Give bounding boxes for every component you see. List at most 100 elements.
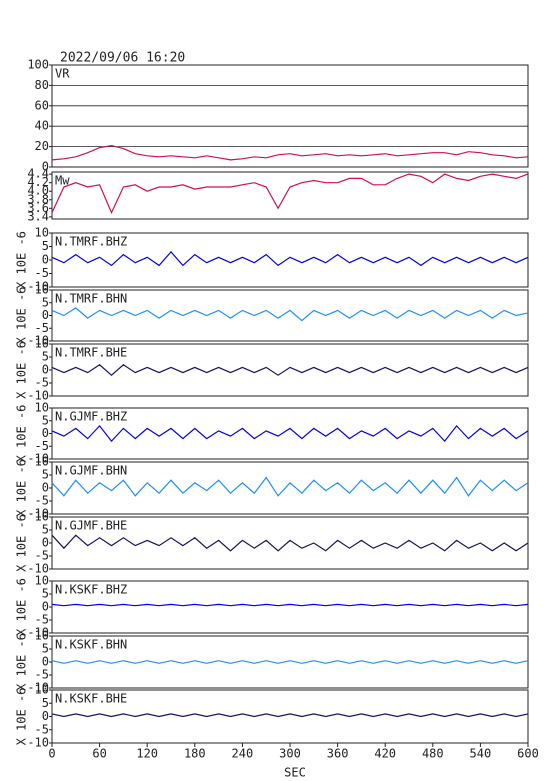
y-tick-label: 0 (42, 709, 49, 723)
x-axis-label: SEC (284, 766, 306, 780)
trace (51, 144, 529, 161)
y-tick-label: 3.8 (27, 192, 49, 206)
y-tick-label: 100 (27, 58, 49, 72)
y-axis-label: X 10E -6 (15, 287, 29, 345)
timestamp: 2022/09/06 16:20 (60, 51, 185, 66)
y-tick-label: -5 (35, 668, 49, 682)
y-tick-label: 5 (42, 239, 49, 253)
trace (51, 713, 529, 718)
y-tick-label: 4.0 (27, 184, 49, 198)
y-tick-label: 0 (42, 363, 49, 377)
x-tick-label: 600 (517, 747, 539, 761)
x-tick-label: 360 (327, 747, 349, 761)
y-tick-label: 0 (42, 426, 49, 440)
y-tick-label: -5 (35, 376, 49, 390)
trace (51, 364, 529, 376)
y-tick-label: -5 (35, 321, 49, 335)
panel-label: N.KSKF.BHZ (55, 583, 127, 597)
panel-label: N.GJMF.BHZ (55, 410, 127, 424)
panel-label: N.GJMF.BHN (55, 464, 127, 478)
y-tick-label: 3.6 (27, 201, 49, 215)
panel-label: N.KSKF.BHE (55, 692, 127, 706)
trace (51, 476, 529, 497)
plot-frame (51, 64, 529, 168)
y-axis-label: X 10E -6 (15, 688, 29, 746)
y-tick-label: 10 (35, 629, 49, 643)
trace (51, 173, 529, 215)
y-tick-label: -10 (27, 452, 49, 466)
y-tick-label: 5 (42, 295, 49, 309)
y-tick-label: 0 (42, 536, 49, 550)
y-tick-label: -5 (35, 549, 49, 563)
y-axis-label: X 10E -6 (15, 633, 29, 691)
y-tick-label: 0 (42, 655, 49, 669)
y-tick-label: 5 (42, 642, 49, 656)
y-tick-label: 3.4 (27, 209, 49, 223)
y-tick-label: -5 (35, 494, 49, 508)
y-tick-label: -5 (35, 439, 49, 453)
y-axis-label: X 10E -6 (15, 578, 29, 636)
panel-label: N.KSKF.BHN (55, 638, 127, 652)
trace (51, 307, 529, 322)
panel-label: N.TMRF.BHN (55, 292, 127, 306)
y-tick-label: 10 (35, 226, 49, 240)
y-tick-label: -5 (35, 266, 49, 280)
panel-label: N.TMRF.BHE (55, 346, 127, 360)
y-axis-label: X 10E -6 (15, 514, 29, 572)
y-axis-label: X 10E -6 (15, 459, 29, 517)
y-tick-label: -5 (35, 613, 49, 627)
y-tick-label: -10 (27, 507, 49, 521)
y-tick-label: 80 (35, 78, 49, 92)
trace (51, 424, 529, 443)
trace (51, 250, 529, 267)
y-tick-label: -10 (27, 736, 49, 750)
y-tick-label: 10 (35, 683, 49, 697)
trace (51, 603, 529, 607)
x-tick-label: 420 (374, 747, 396, 761)
plot-frame (51, 171, 529, 220)
panel-label: N.TMRF.BHZ (55, 235, 127, 249)
y-tick-label: 0 (42, 481, 49, 495)
y-axis-label: X 10E -6 (15, 231, 29, 289)
y-tick-label: -10 (27, 334, 49, 348)
y-tick-label: -5 (35, 722, 49, 736)
y-tick-label: 0 (42, 253, 49, 267)
y-tick-label: 10 (35, 283, 49, 297)
panel-label: Mw (55, 174, 70, 188)
x-tick-label: 300 (279, 747, 301, 761)
y-tick-label: -10 (27, 562, 49, 576)
y-axis-label: X 10E -6 (15, 405, 29, 463)
y-tick-label: 10 (35, 401, 49, 415)
x-tick-label: 180 (184, 747, 206, 761)
y-axis-label: X 10E -6 (15, 341, 29, 399)
y-tick-label: 0 (42, 600, 49, 614)
y-tick-label: 5 (42, 468, 49, 482)
y-tick-label: 5 (42, 350, 49, 364)
panel-label: VR (55, 67, 70, 81)
x-tick-label: 0 (48, 747, 55, 761)
x-tick-label: 480 (422, 747, 444, 761)
y-tick-label: 10 (35, 574, 49, 588)
panel-label: N.GJMF.BHE (55, 519, 127, 533)
y-tick-label: -10 (27, 389, 49, 403)
y-tick-label: 5 (42, 696, 49, 710)
y-tick-label: 5 (42, 587, 49, 601)
y-tick-label: 10 (35, 337, 49, 351)
y-tick-label: 4.2 (27, 175, 49, 189)
y-tick-label: 4.4 (27, 167, 49, 181)
x-tick-label: 540 (470, 747, 492, 761)
trace (51, 534, 529, 552)
y-tick-label: 0 (42, 308, 49, 322)
x-tick-label: 60 (92, 747, 106, 761)
y-tick-label: 5 (42, 413, 49, 427)
y-tick-label: 0 (42, 160, 49, 174)
y-tick-label: 60 (35, 98, 49, 112)
y-tick-label: -10 (27, 681, 49, 695)
y-tick-label: 5 (42, 523, 49, 537)
x-tick-label: 120 (136, 747, 158, 761)
y-tick-label: 10 (35, 455, 49, 469)
y-tick-label: 20 (35, 139, 49, 153)
trace (51, 660, 529, 664)
y-tick-label: -10 (27, 626, 49, 640)
